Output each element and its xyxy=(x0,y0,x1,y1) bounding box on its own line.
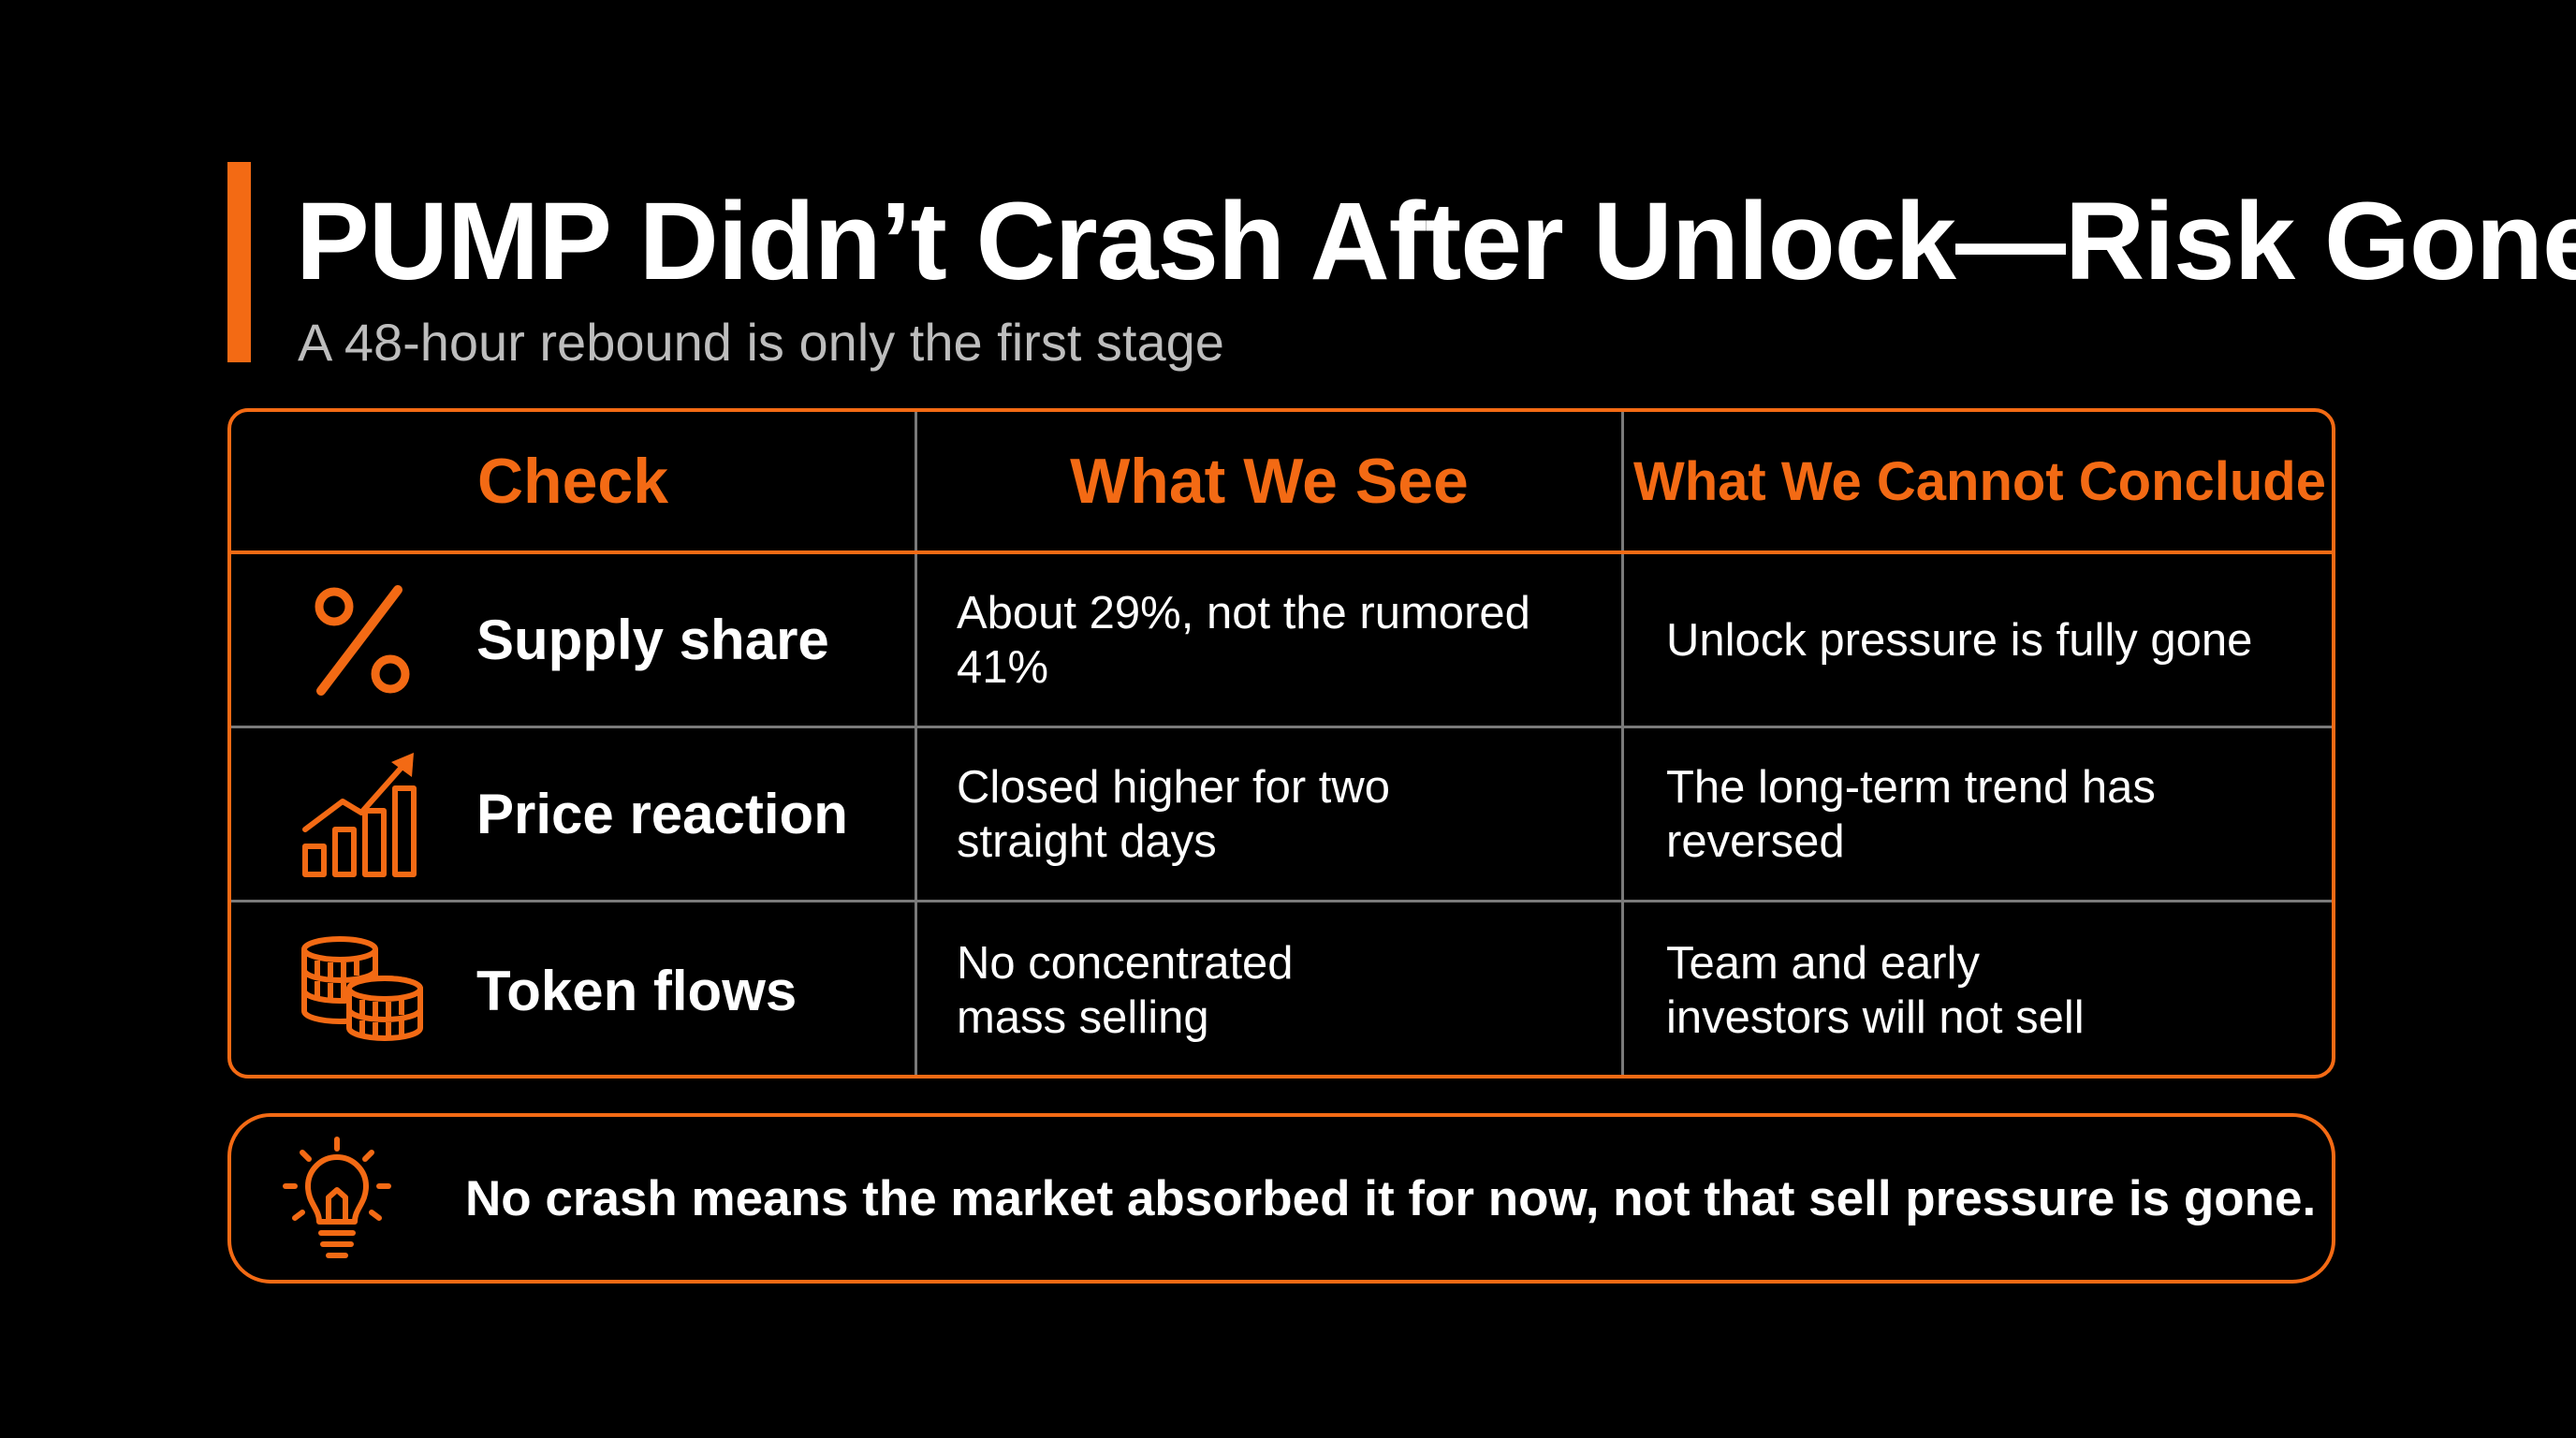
page-title: PUMP Didn’t Crash After Unlock—Risk Gone… xyxy=(296,180,2576,303)
table-row-token-flows: Token flows No concentrated mass selling… xyxy=(231,902,2332,1075)
header-check: Check xyxy=(476,446,669,517)
cannot-conclude-text: Team and early investors will not sell xyxy=(1666,938,2085,1043)
comparison-table: Check What We See What We Cannot Conclud… xyxy=(227,408,2335,1078)
growth-chart-icon xyxy=(297,749,428,880)
what-we-see-cell: No concentrated mass selling xyxy=(957,902,1612,1075)
column-divider xyxy=(915,412,917,1075)
check-label: Price reaction xyxy=(476,783,848,845)
row-divider xyxy=(231,900,2332,902)
page-subtitle: A 48-hour rebound is only the first stag… xyxy=(298,313,1224,372)
check-label: Token flows xyxy=(476,959,798,1022)
what-we-see-text: About 29%, not the rumored 41% xyxy=(957,587,1530,693)
header-divider xyxy=(231,550,2332,554)
title-accent-bar xyxy=(227,162,251,362)
row-divider xyxy=(231,726,2332,728)
table-row-price-reaction: Price reaction Closed higher for two str… xyxy=(231,728,2332,900)
table-row-supply-share: Supply share About 29%, not the rumored … xyxy=(231,554,2332,726)
what-we-see-text: Closed higher for two straight days xyxy=(957,761,1391,867)
coins-icon xyxy=(297,925,428,1056)
header-what-we-see: What We See xyxy=(1070,446,1469,517)
cannot-conclude-cell: Team and early investors will not sell xyxy=(1666,902,2321,1075)
key-takeaway-callout: No crash means the market absorbed it fo… xyxy=(227,1113,2335,1284)
cannot-conclude-cell: The long-term trend has reversed xyxy=(1666,728,2321,900)
cannot-conclude-cell: Unlock pressure is fully gone xyxy=(1666,554,2321,726)
column-divider xyxy=(1621,412,1624,1075)
takeaway-text: No crash means the market absorbed it fo… xyxy=(465,1170,2317,1226)
what-we-see-cell: About 29%, not the rumored 41% xyxy=(957,554,1612,726)
lightbulb-icon xyxy=(276,1136,398,1261)
cannot-conclude-text: Unlock pressure is fully gone xyxy=(1666,614,2253,666)
cannot-conclude-text: The long-term trend has reversed xyxy=(1666,761,2156,867)
what-we-see-text: No concentrated mass selling xyxy=(957,938,1294,1043)
percent-icon xyxy=(297,575,428,706)
what-we-see-cell: Closed higher for two straight days xyxy=(957,728,1612,900)
check-label: Supply share xyxy=(476,609,829,671)
header-what-we-cannot-conclude: What We Cannot Conclude xyxy=(1632,450,2326,512)
